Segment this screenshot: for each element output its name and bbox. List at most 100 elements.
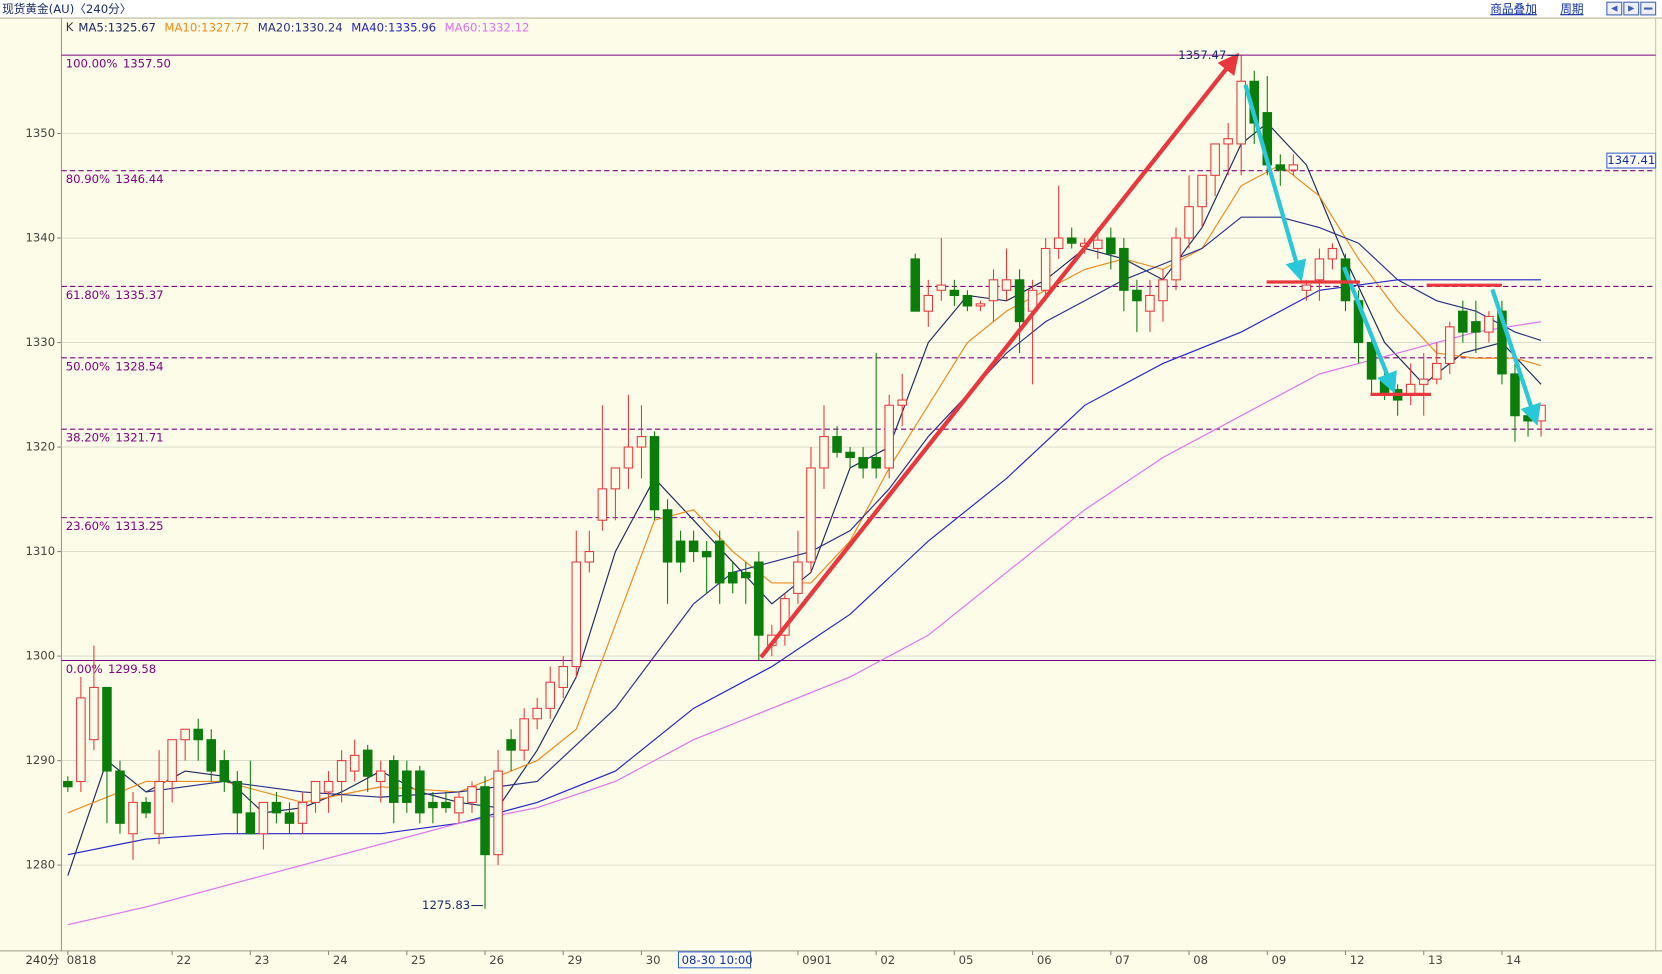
candle-body bbox=[154, 780, 164, 835]
candle-body bbox=[962, 294, 973, 307]
candle-body bbox=[1184, 206, 1194, 239]
legend-separator: : bbox=[384, 20, 388, 34]
candle-body bbox=[1119, 247, 1129, 291]
candle-body bbox=[754, 561, 764, 636]
candle-body bbox=[649, 436, 660, 511]
candle-body bbox=[806, 467, 816, 563]
candle-body bbox=[1431, 362, 1442, 380]
candle-body bbox=[1366, 342, 1377, 380]
candle-body bbox=[1327, 247, 1338, 260]
candle-body bbox=[819, 436, 829, 469]
candle-body bbox=[1223, 138, 1233, 145]
fib-label: 100.00% 1357.50 bbox=[66, 56, 171, 70]
y-tick-label: 1290 bbox=[25, 753, 55, 767]
x-tick-label: 08 bbox=[1193, 953, 1208, 967]
candle-body bbox=[493, 770, 503, 856]
candle-body bbox=[636, 436, 647, 448]
candle-body bbox=[506, 739, 516, 751]
candle-body bbox=[988, 279, 999, 302]
candle-body bbox=[89, 686, 99, 741]
candle-body bbox=[1523, 415, 1533, 422]
fib-price: 1313.25 bbox=[115, 519, 163, 533]
drawings: 1357.47 1275.83 1347.41 bbox=[422, 48, 1657, 912]
price-tag-box bbox=[1606, 152, 1657, 169]
candle-body bbox=[1445, 326, 1455, 364]
candle-body bbox=[1536, 404, 1546, 422]
header-bar bbox=[0, 0, 1662, 19]
candle-body bbox=[662, 509, 673, 563]
candle-body bbox=[923, 294, 934, 312]
legend-entry: MA5:1325.67 bbox=[78, 20, 156, 34]
candle-body bbox=[688, 540, 699, 553]
indicator-label: K bbox=[66, 20, 74, 34]
crosshair-label: 08-30 10:00 bbox=[682, 953, 753, 967]
candle-body bbox=[1314, 258, 1325, 281]
x-tick-label: 02 bbox=[880, 953, 895, 967]
fib-percent: 38.20% bbox=[66, 430, 110, 444]
candle-body bbox=[389, 760, 399, 803]
candle-body bbox=[1145, 294, 1155, 312]
trend-arrow bbox=[1243, 84, 1307, 282]
legend-entry: MA10:1327.77 bbox=[164, 20, 249, 34]
x-tick-label: 30 bbox=[646, 953, 661, 967]
candle-body bbox=[115, 770, 125, 824]
legend-name: MA60 bbox=[445, 20, 478, 34]
x-tick-label: 24 bbox=[333, 953, 348, 967]
candle-body bbox=[193, 728, 203, 741]
candle-body bbox=[1093, 239, 1103, 250]
candle-body bbox=[910, 258, 921, 312]
legend-value: 1330.24 bbox=[295, 20, 343, 34]
candle-body bbox=[623, 446, 634, 469]
candle-body bbox=[897, 399, 907, 406]
candle-body bbox=[219, 760, 230, 783]
fib-price: 1346.44 bbox=[115, 172, 163, 186]
fib-price: 1328.54 bbox=[115, 359, 163, 373]
y-tick-label: 1340 bbox=[25, 231, 55, 245]
period-link[interactable]: 周期 bbox=[1560, 2, 1583, 16]
y-tick-label: 1300 bbox=[25, 649, 55, 663]
x-tick-label: 22 bbox=[176, 953, 191, 967]
overlay-link[interactable]: 商品叠加 bbox=[1490, 2, 1537, 16]
candle-body bbox=[180, 728, 190, 741]
candle-body bbox=[415, 770, 425, 814]
candle-body bbox=[297, 801, 308, 824]
fib-percent: 50.00% bbox=[66, 359, 110, 373]
candle-body bbox=[1106, 237, 1116, 255]
candle-body bbox=[167, 739, 177, 783]
x-tick-label: 25 bbox=[411, 953, 426, 967]
x-tick-label: 06 bbox=[1037, 953, 1052, 967]
candle-body bbox=[793, 561, 803, 594]
candle-body bbox=[128, 801, 138, 835]
legend-value: 1332.12 bbox=[481, 20, 529, 34]
x-tick-label: 29 bbox=[567, 953, 582, 967]
candle-body bbox=[1301, 284, 1312, 291]
candle-body bbox=[532, 707, 542, 720]
x-tick-label: 26 bbox=[489, 953, 504, 967]
candle-body bbox=[871, 456, 881, 469]
trend-arrow bbox=[1342, 266, 1397, 394]
candle-body bbox=[480, 786, 490, 856]
candle-body bbox=[336, 760, 347, 783]
candle-body bbox=[402, 770, 412, 803]
y-tick-label: 1350 bbox=[25, 126, 55, 140]
candle-body bbox=[1171, 237, 1181, 281]
candle-body bbox=[1418, 378, 1429, 385]
legend-name: MA20 bbox=[258, 20, 291, 34]
fib-price: 1299.58 bbox=[108, 661, 156, 675]
y-tick-label: 1320 bbox=[25, 440, 55, 454]
candle-body bbox=[1001, 279, 1012, 291]
header-title: 现货黄金(AU)〈240分〉 bbox=[2, 2, 131, 16]
candle-body bbox=[1197, 174, 1207, 208]
candle-body bbox=[141, 801, 151, 814]
candle-body bbox=[1210, 143, 1220, 176]
fib-percent: 61.80% bbox=[66, 287, 110, 301]
price-annotation: 1275.83 bbox=[422, 898, 470, 912]
candle-body bbox=[610, 467, 621, 490]
nav-icon bbox=[1628, 5, 1635, 12]
trend-arrow bbox=[759, 52, 1240, 659]
candle-body bbox=[1510, 373, 1520, 417]
candle-body bbox=[1053, 237, 1064, 250]
fib-label: 0.00% 1299.58 bbox=[66, 661, 156, 675]
candle-body bbox=[362, 749, 373, 777]
